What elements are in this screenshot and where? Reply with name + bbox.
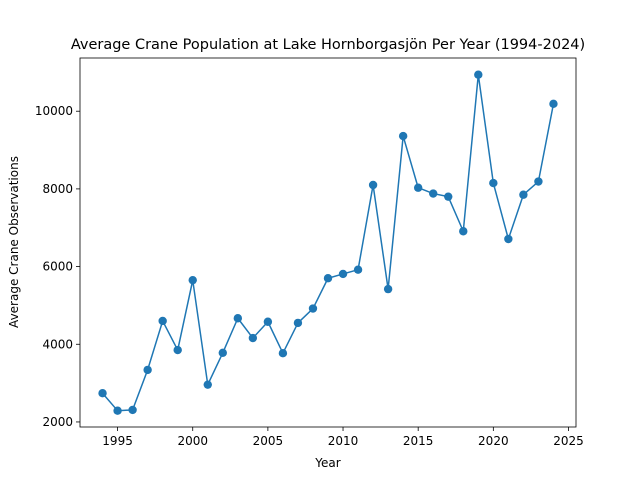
x-tick-label: 2025 xyxy=(553,434,584,448)
data-point xyxy=(158,316,167,326)
data-point xyxy=(143,365,152,375)
data-point xyxy=(519,190,528,199)
data-point xyxy=(338,269,348,279)
data-point xyxy=(233,314,243,323)
x-tick-label: 2020 xyxy=(478,434,509,448)
data-point xyxy=(113,406,122,415)
data-point xyxy=(293,318,303,328)
data-point xyxy=(444,192,453,201)
x-tick-label: 2000 xyxy=(177,434,208,448)
y-tick-label: 6000 xyxy=(42,260,73,274)
data-point xyxy=(413,183,423,192)
x-tick-label: 1995 xyxy=(102,434,133,448)
data-point xyxy=(429,189,438,198)
data-point xyxy=(128,405,137,415)
data-point xyxy=(459,227,468,236)
data-point xyxy=(308,304,318,313)
x-tick-label: 2015 xyxy=(403,434,434,448)
x-axis-label: Year xyxy=(314,456,340,470)
data-point xyxy=(323,274,333,283)
chart-title: Average Crane Population at Lake Hornbor… xyxy=(71,37,585,53)
data-point xyxy=(203,380,212,389)
data-point xyxy=(368,180,378,190)
data-point xyxy=(218,348,227,358)
data-point xyxy=(263,317,273,326)
x-tick-label: 2005 xyxy=(253,434,284,448)
y-tick-label: 10000 xyxy=(35,104,73,118)
data-point xyxy=(98,389,107,398)
data-point xyxy=(188,275,197,285)
plot-area: 1995 2000 2005 2010 2015 2020 2025 2000 4000 6000… xyxy=(35,57,584,448)
y-tick-label: 2000 xyxy=(42,415,73,429)
y-tick-label: 4000 xyxy=(42,337,73,351)
data-point xyxy=(353,265,363,274)
y-axis-label: Average Crane Observations xyxy=(7,156,21,328)
data-point xyxy=(489,178,498,188)
data-point xyxy=(383,284,393,294)
data-point xyxy=(278,349,288,358)
data-point xyxy=(504,234,513,244)
plot-frame xyxy=(79,57,577,428)
data-point xyxy=(534,177,543,186)
x-tick-label: 2010 xyxy=(328,434,359,448)
data-point xyxy=(173,345,182,355)
series-line xyxy=(101,73,555,412)
y-tick-label: 8000 xyxy=(42,182,73,196)
data-point xyxy=(248,333,258,343)
data-point xyxy=(474,70,483,79)
data-point xyxy=(549,99,558,109)
data-point xyxy=(398,131,408,141)
